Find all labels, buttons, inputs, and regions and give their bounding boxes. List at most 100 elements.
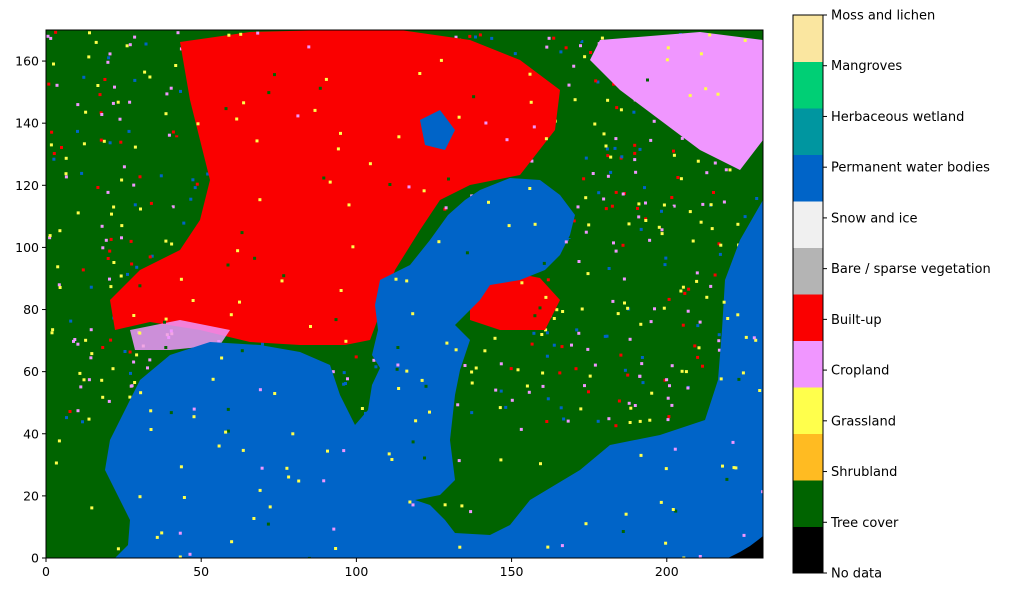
raster-pixel [478, 33, 482, 37]
speckle-pixel [646, 78, 649, 82]
raster-pixel [668, 384, 671, 388]
raster-pixel [719, 243, 723, 247]
speckle-pixel [178, 531, 182, 535]
speckle-pixel [621, 530, 625, 533]
speckle-pixel [422, 189, 426, 193]
raster-pixel [633, 151, 637, 155]
raster-pixel [728, 238, 731, 242]
speckle-pixel [307, 556, 311, 558]
raster-pixel [611, 299, 615, 303]
speckle-pixel [520, 281, 524, 285]
raster-pixel [481, 31, 485, 35]
raster-pixel [150, 254, 154, 258]
colorbar-swatch [793, 433, 823, 481]
speckle-pixel [388, 183, 392, 186]
raster-pixel [712, 191, 715, 194]
raster-pixel [49, 36, 53, 40]
speckle-pixel [487, 200, 490, 204]
raster-pixel [653, 307, 656, 311]
raster-pixel [580, 40, 584, 43]
speckle-pixel [576, 205, 580, 209]
raster-pixel [432, 232, 436, 236]
raster-pixel [544, 328, 548, 332]
raster-pixel [513, 52, 517, 56]
raster-pixel [545, 331, 549, 335]
raster-pixel [612, 82, 616, 86]
speckle-pixel [342, 449, 346, 453]
raster-pixel [644, 219, 648, 222]
speckle-pixel [132, 314, 136, 317]
raster-pixel [532, 331, 536, 335]
speckle-pixel [396, 363, 400, 367]
raster-pixel [755, 197, 759, 200]
raster-pixel [639, 227, 643, 231]
raster-pixel [705, 171, 709, 175]
raster-pixel [91, 119, 95, 123]
speckle-pixel [439, 58, 443, 62]
raster-pixel [133, 78, 137, 82]
raster-pixel [64, 175, 68, 179]
raster-pixel [605, 147, 609, 151]
speckle-pixel [128, 43, 132, 47]
raster-pixel [51, 328, 55, 332]
speckle-pixel [666, 418, 670, 422]
speckle-pixel [742, 533, 746, 537]
no-data-corner [728, 536, 763, 558]
speckle-pixel [90, 352, 94, 356]
raster-pixel [672, 204, 676, 208]
raster-pixel [62, 286, 66, 290]
colorbar-legend: No data Tree cover Shrubland Grassland Cropl… [792, 9, 991, 582]
raster-pixel [724, 168, 728, 172]
raster-pixel [545, 420, 549, 423]
speckle-pixel [282, 274, 286, 278]
speckle-pixel [94, 454, 98, 458]
raster-pixel [123, 350, 127, 353]
raster-pixel [124, 268, 128, 271]
raster-pixel [102, 139, 106, 143]
speckle-pixel [160, 531, 164, 535]
speckle-pixel [688, 210, 692, 214]
speckle-pixel [498, 406, 502, 410]
raster-pixel [614, 315, 618, 319]
speckle-pixel [454, 348, 458, 352]
raster-pixel [72, 339, 75, 343]
speckle-pixel [699, 220, 703, 224]
raster-pixel [670, 364, 674, 368]
raster-pixel [530, 159, 534, 163]
raster-pixel [61, 272, 64, 276]
raster-pixel [636, 206, 639, 210]
raster-pixel [346, 377, 349, 381]
raster-pixel [81, 268, 85, 272]
raster-pixel [743, 215, 747, 219]
speckle-pixel [570, 343, 573, 347]
speckle-pixel [738, 152, 741, 156]
speckle-pixel [405, 279, 409, 283]
speckle-pixel [230, 540, 234, 544]
raster-pixel [687, 287, 691, 291]
raster-pixel [52, 157, 56, 161]
speckle-pixel [241, 448, 245, 452]
raster-pixel [100, 378, 104, 382]
speckle-pixel [411, 440, 415, 444]
raster-pixel [574, 367, 578, 371]
speckle-pixel [189, 154, 193, 158]
raster-pixel [175, 134, 179, 138]
speckle-pixel [58, 286, 62, 289]
raster-pixel [130, 262, 134, 266]
raster-pixel [89, 328, 93, 332]
raster-pixel [663, 263, 667, 267]
raster-pixel [171, 130, 175, 134]
raster-pixel [80, 171, 84, 175]
raster-pixel [612, 358, 616, 362]
raster-pixel [76, 409, 80, 413]
raster-pixel [622, 277, 626, 281]
speckle-pixel [671, 508, 675, 511]
raster-pixel [176, 31, 180, 35]
raster-pixel [650, 189, 654, 193]
speckle-pixel [334, 547, 338, 550]
raster-pixel [64, 172, 68, 176]
raster-pixel [591, 112, 595, 116]
raster-pixel [71, 318, 75, 322]
raster-pixel [129, 239, 133, 243]
raster-pixel [52, 152, 56, 155]
